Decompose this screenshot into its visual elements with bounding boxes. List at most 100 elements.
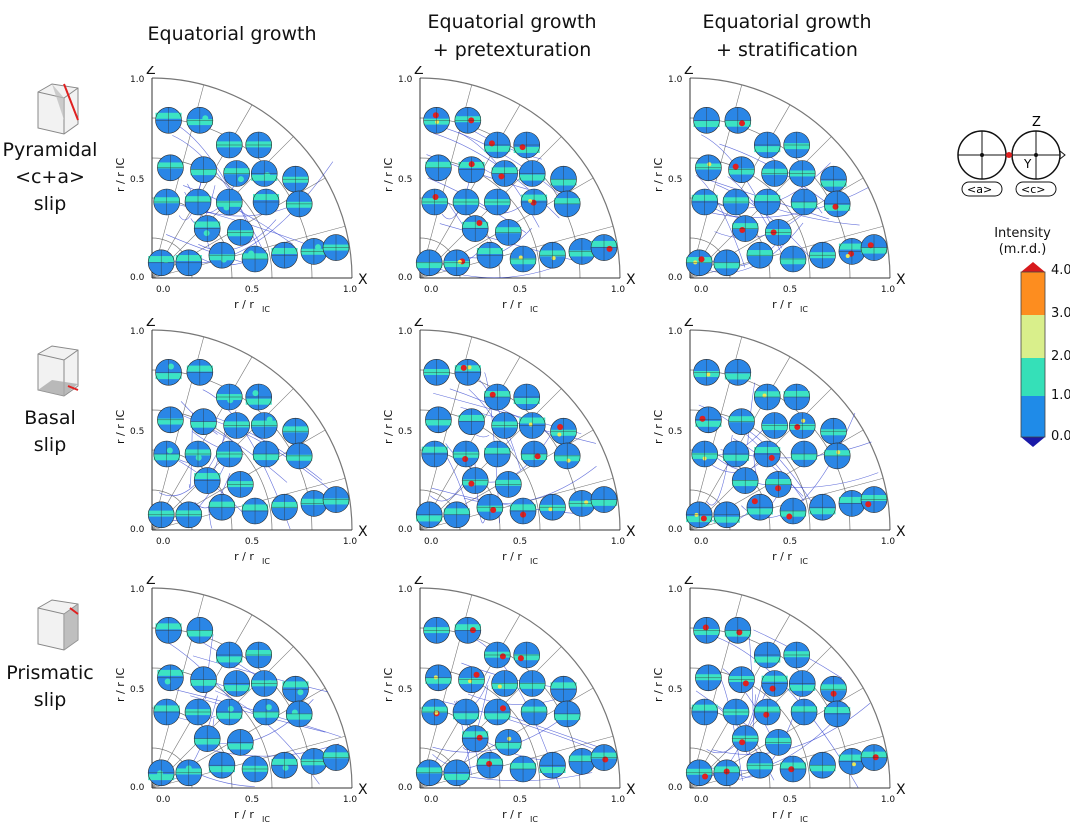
pole-figure-disk bbox=[227, 471, 254, 498]
pole-figure-disk bbox=[838, 490, 866, 517]
pole-figure-disk bbox=[761, 160, 788, 187]
pole-figure-disk bbox=[823, 442, 851, 470]
y-tick-0.0: 0.0 bbox=[130, 783, 145, 793]
z-axis-label: Z bbox=[684, 318, 694, 330]
pole-figure-disk bbox=[476, 241, 504, 269]
pole-figure-disk bbox=[520, 440, 548, 468]
pole-figure-key: Z Y <a> <c> bbox=[957, 115, 1066, 197]
pole-figure-disk bbox=[208, 241, 236, 269]
x-tick-0.5: 0.5 bbox=[783, 285, 797, 295]
pole-figure-disk bbox=[790, 698, 818, 726]
y-tick-0.0: 0.0 bbox=[130, 273, 145, 283]
x-axis-title-sub: IC bbox=[800, 305, 808, 314]
pole-figure-disk bbox=[860, 744, 888, 771]
pyramidal-crystal-icon bbox=[37, 83, 79, 135]
y-tick-0.0: 0.0 bbox=[130, 525, 145, 535]
pole-figure-disk bbox=[860, 486, 888, 513]
pole-figure-disk bbox=[483, 641, 511, 669]
pole-figure-disk bbox=[415, 759, 443, 787]
column-title-2-line1: Equatorial growth bbox=[427, 11, 597, 33]
x-tick-0.5: 0.5 bbox=[513, 537, 527, 547]
y-tick-0.5: 0.5 bbox=[130, 685, 144, 695]
z-axis-label: Z bbox=[414, 66, 424, 78]
pole-figure-disk bbox=[753, 440, 781, 468]
z-axis-label: Z bbox=[414, 576, 424, 588]
pole-figure-disk bbox=[186, 106, 214, 134]
column-title-3-line1: Equatorial growth bbox=[702, 11, 872, 33]
row-label-pyramidal: Pyramidal <c+a> slip bbox=[0, 137, 100, 218]
pole-figure-disk bbox=[823, 190, 851, 218]
pole-figure-disk bbox=[252, 440, 280, 468]
pole-figure-disk bbox=[190, 666, 217, 693]
pole-figure-disk bbox=[518, 412, 546, 439]
key-y-label: Y bbox=[1023, 157, 1032, 171]
pole-figure-disk bbox=[746, 493, 774, 521]
pole-figure-disk bbox=[753, 188, 781, 216]
z-axis-label: Z bbox=[414, 318, 424, 330]
x-tick-0.5: 0.5 bbox=[245, 795, 259, 805]
y-axis-title: r / r IC bbox=[114, 410, 127, 444]
pole-figure-disk bbox=[539, 751, 566, 779]
pole-figure-disk bbox=[223, 412, 250, 439]
pole-figure-disk bbox=[783, 131, 811, 159]
y-tick-0.0: 0.0 bbox=[398, 525, 413, 535]
pole-figure-disk bbox=[215, 188, 243, 216]
basal-crystal-icon bbox=[37, 345, 79, 397]
pole-figure-disk bbox=[415, 501, 443, 529]
pole-figure-disk bbox=[155, 358, 182, 386]
pole-figure-disk bbox=[184, 698, 212, 726]
pole-figure-disk bbox=[788, 670, 816, 697]
pole-figure-disk bbox=[513, 131, 541, 159]
pole-figure-disk bbox=[779, 497, 807, 525]
pole-figure-disk bbox=[215, 641, 243, 669]
colorbar bbox=[1020, 262, 1046, 447]
pole-figure-disk bbox=[454, 106, 482, 134]
pole-figure-disk bbox=[788, 412, 816, 439]
x-tick-0.5: 0.5 bbox=[245, 285, 259, 295]
pole-figure-disk bbox=[250, 412, 278, 439]
pole-figure-disk bbox=[452, 188, 480, 216]
pole-figure-disk bbox=[252, 188, 280, 216]
pole-figure-disk bbox=[153, 698, 181, 726]
colorbar-tick-2: 2.0 bbox=[1051, 349, 1070, 364]
pole-figure-disk bbox=[300, 238, 328, 265]
column-title-1: Equatorial growth bbox=[117, 20, 347, 48]
pole-figure-disk bbox=[550, 165, 577, 193]
pole-figure-disk bbox=[724, 616, 752, 644]
y-axis-title: r / r IC bbox=[652, 410, 665, 444]
pole-figure-disk bbox=[753, 641, 781, 669]
x-axis-title: r / r bbox=[502, 808, 522, 821]
pole-figure-disk bbox=[495, 219, 522, 246]
y-tick-0.0: 0.0 bbox=[398, 783, 413, 793]
pole-figure-disk bbox=[728, 408, 755, 435]
pole-figure-disk bbox=[147, 501, 175, 529]
x-tick-0.0: 0.0 bbox=[424, 285, 439, 295]
pole-figure-disk bbox=[713, 759, 741, 787]
pole-figure-disk bbox=[568, 490, 596, 517]
column-title-3: Equatorial growth + stratification bbox=[672, 8, 902, 64]
pole-figure-disk bbox=[245, 131, 273, 159]
pole-figure-disk bbox=[483, 131, 511, 159]
pole-figure-disk bbox=[539, 241, 566, 269]
pole-figure-disk bbox=[820, 417, 847, 445]
x-axis-title-sub: IC bbox=[530, 557, 538, 566]
x-tick-0.0: 0.0 bbox=[694, 537, 709, 547]
pole-figure-disk bbox=[685, 249, 713, 277]
x-axis-title-sub: IC bbox=[262, 557, 270, 566]
pole-figure-disk bbox=[241, 497, 269, 525]
x-axis-label: X bbox=[626, 782, 636, 798]
pole-figure-disk bbox=[423, 358, 450, 386]
pole-figure-disk bbox=[483, 188, 511, 216]
pole-figure-disk bbox=[175, 501, 203, 529]
z-axis-label: Z bbox=[146, 66, 156, 78]
key-z-label: Z bbox=[1032, 115, 1041, 130]
pole-figure-disk bbox=[779, 755, 807, 783]
pole-figure-disk bbox=[838, 238, 866, 265]
pole-figure-disk bbox=[300, 748, 328, 775]
pole-figure-disk bbox=[553, 190, 581, 218]
pole-figure-disk bbox=[724, 358, 752, 386]
pole-figure-panel-basal-3: Z X 1.0 0.5 0.0 0.0 0.5 1.0 r / r IC r / r IC bbox=[650, 318, 910, 578]
pole-figure-disk bbox=[285, 190, 313, 218]
pole-figure-disk bbox=[713, 501, 741, 529]
x-tick-0.0: 0.0 bbox=[156, 537, 171, 547]
